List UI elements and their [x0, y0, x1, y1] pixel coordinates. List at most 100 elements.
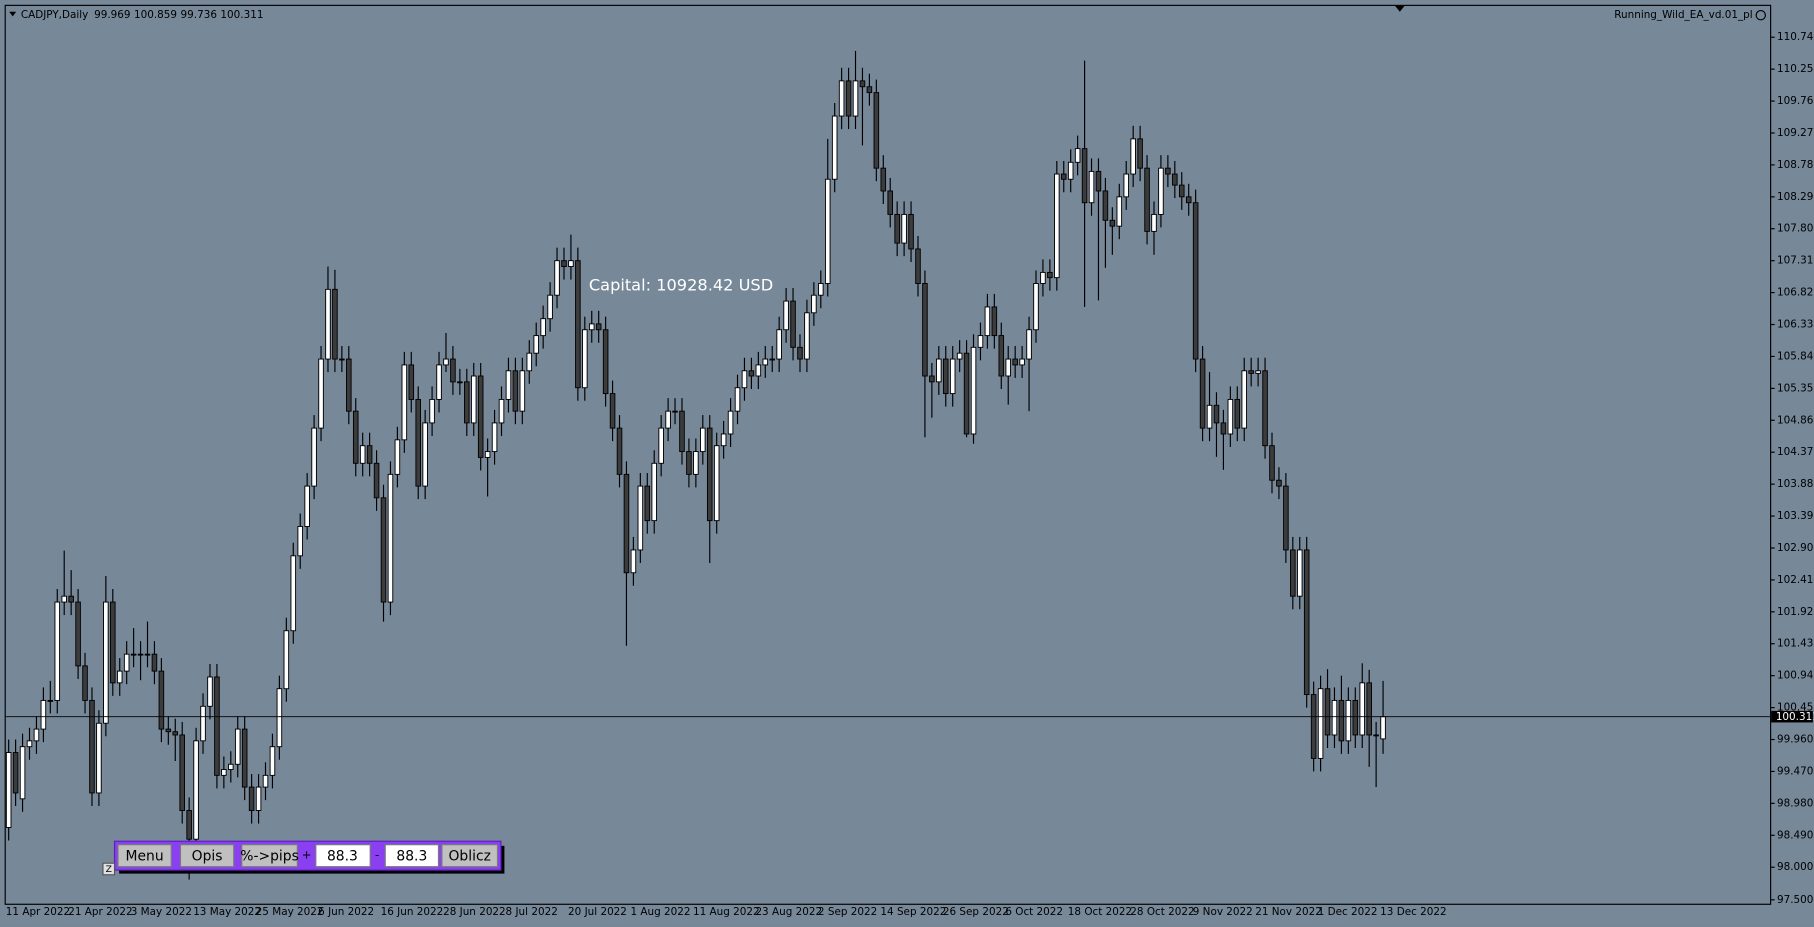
y-tick-label: 106.820 [1777, 287, 1814, 299]
candle-body [1026, 329, 1032, 360]
candle-body [1123, 173, 1130, 198]
candle-body [1262, 370, 1268, 447]
candle-body [686, 451, 692, 475]
candle-body [616, 427, 623, 475]
candle-body [984, 306, 991, 337]
candle-body [998, 335, 1005, 377]
x-tick-label: 11 Apr 2022 [6, 906, 70, 918]
input-value[interactable]: 88.3 [396, 848, 427, 864]
button[interactable] [179, 844, 235, 868]
candle-body [234, 728, 241, 765]
candle-body [901, 213, 907, 244]
candle-body [1373, 734, 1379, 737]
candle-body [852, 80, 859, 117]
candle-body [332, 288, 338, 360]
corner-label[interactable]: Z [106, 864, 112, 875]
y-tick-label: 107.310 [1777, 255, 1814, 267]
candle-body [89, 699, 95, 794]
candle-body [1067, 161, 1074, 180]
candle-body [859, 80, 866, 88]
candle-body [519, 370, 526, 412]
button-label[interactable]: Opis [192, 848, 223, 864]
candle-body [1331, 699, 1338, 736]
candle-body [554, 260, 560, 296]
candle-body [713, 445, 720, 522]
candle-body [248, 786, 255, 811]
candle-body [158, 670, 165, 730]
input-value[interactable]: 88.3 [327, 848, 358, 864]
button[interactable] [241, 844, 298, 868]
candle-body [679, 410, 685, 453]
button[interactable] [441, 844, 499, 868]
candle-body [505, 370, 512, 400]
candle-body [1102, 190, 1109, 221]
candle-body [818, 283, 824, 296]
candle-body [873, 92, 880, 169]
y-tick-label: 100.450 [1777, 702, 1814, 714]
y-tick-label: 101.920 [1777, 606, 1814, 618]
candle-body [693, 451, 699, 475]
button[interactable] [117, 844, 172, 868]
x-tick-label: 11 Aug 2022 [693, 906, 760, 918]
candle-body [512, 370, 519, 412]
candle-body [894, 213, 900, 244]
candle-body [811, 294, 817, 314]
candle-body [33, 728, 40, 742]
candle-body [394, 439, 401, 475]
candle-body [1158, 167, 1164, 215]
candle-body [172, 731, 179, 736]
candle-body [1074, 148, 1081, 163]
candle-body [1290, 549, 1296, 597]
x-tick-label: 1 Dec 2022 [1318, 906, 1378, 918]
y-tick-label: 108.780 [1777, 159, 1814, 171]
candle-body [595, 323, 602, 331]
input[interactable] [315, 844, 371, 868]
candle-body [568, 260, 574, 268]
button-label[interactable]: %->pips [240, 848, 299, 864]
y-tick-label: 98.490 [1777, 829, 1813, 841]
candle-body [1241, 370, 1248, 429]
button-label[interactable]: Oblicz [449, 848, 491, 864]
candle-body [783, 300, 789, 331]
candle-body [387, 473, 394, 603]
candle-body [186, 810, 192, 840]
candle-body [1151, 213, 1157, 232]
plus-label: + [302, 848, 312, 862]
candle-body [700, 427, 706, 453]
candle-body [1359, 682, 1366, 736]
candle-body [942, 358, 949, 395]
candle-body [651, 462, 657, 522]
candle-body [922, 283, 928, 377]
candle-body [498, 398, 505, 424]
shift-marker [1395, 5, 1405, 12]
input[interactable] [384, 844, 440, 868]
candle-body [318, 358, 324, 429]
x-tick-label: 23 Aug 2022 [755, 906, 822, 918]
candle-body [380, 497, 387, 603]
candle-body [1269, 445, 1275, 481]
candle-body [144, 653, 151, 656]
candle-body [193, 740, 199, 840]
y-tick-label: 108.290 [1777, 191, 1814, 203]
candle-body [915, 248, 921, 284]
candle-body [165, 728, 172, 733]
candle-body [241, 728, 248, 788]
candle-body [1130, 138, 1136, 175]
candle-body [1192, 202, 1199, 360]
candle-body [12, 752, 19, 794]
x-tick-label: 8 Jul 2022 [506, 906, 558, 918]
x-tick-label: 20 Jul 2022 [568, 906, 627, 918]
candle-body [755, 364, 762, 377]
candle-body [450, 358, 456, 383]
button-label[interactable]: Menu [126, 848, 164, 864]
candle-body [1338, 699, 1345, 742]
y-tick-label: 110.250 [1777, 63, 1814, 75]
candle-body [665, 410, 671, 429]
candle-body [5, 752, 12, 828]
candle-body [1165, 167, 1171, 175]
candles [5, 50, 1386, 880]
corner-box[interactable] [102, 862, 116, 876]
y-tick-label: 98.980 [1777, 797, 1813, 809]
chart-title: CADJPY,Daily 99.969 100.859 99.736 100.311 [21, 9, 264, 21]
candle-body [658, 427, 664, 464]
